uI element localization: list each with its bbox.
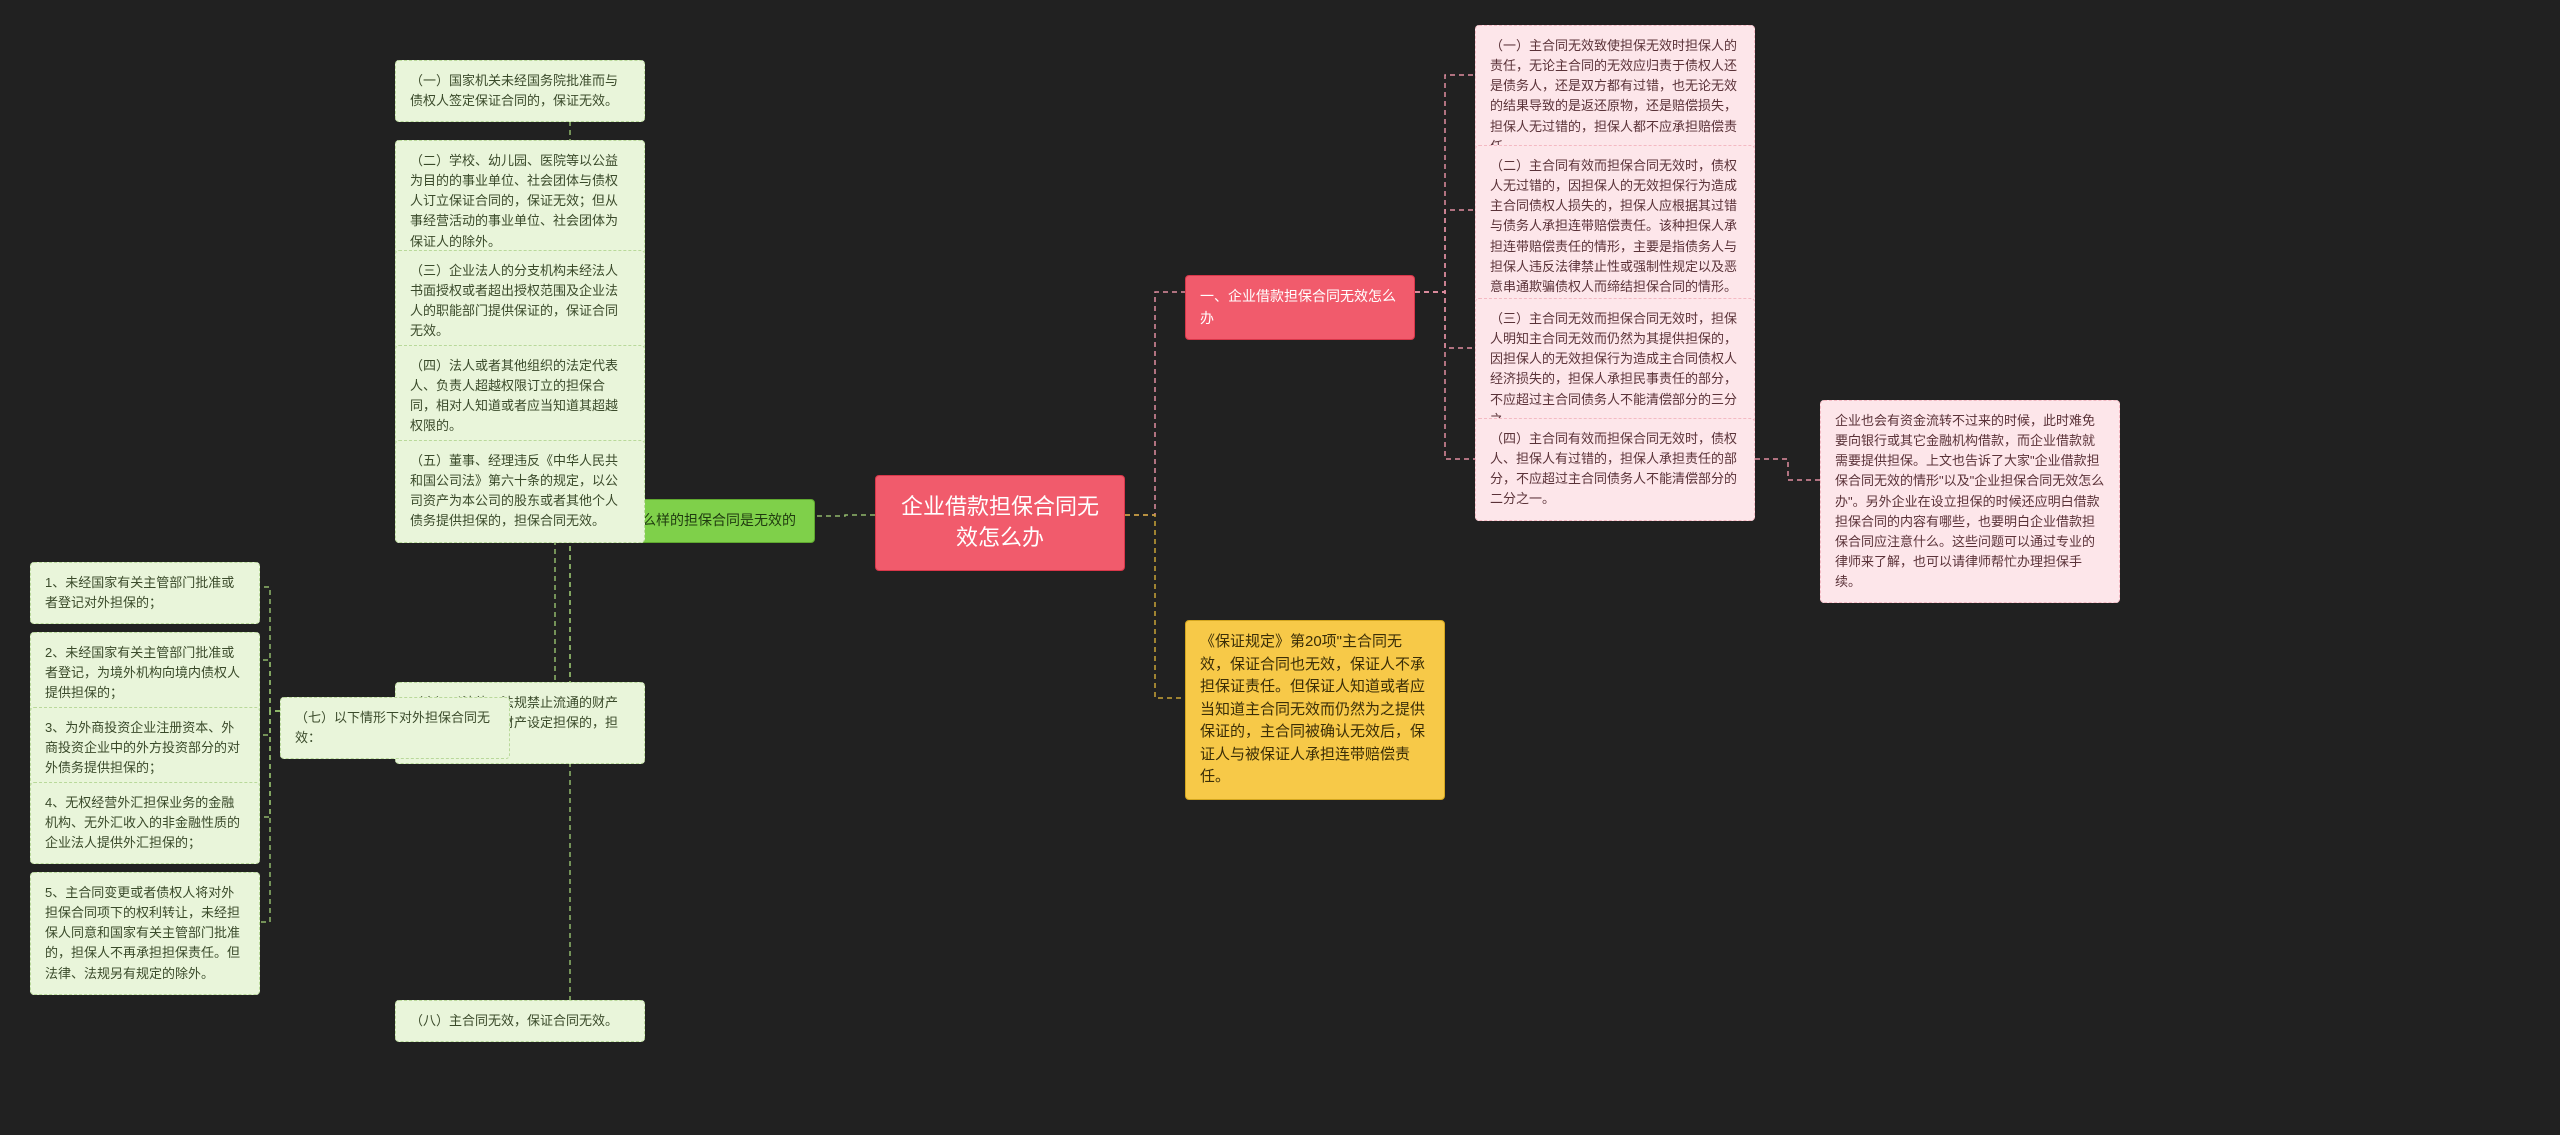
connector-layer [0, 0, 2560, 1135]
leaf-right1-3: （四）主合同有效而担保合同无效时，债权人、担保人有过错的，担保人承担责任的部分，… [1475, 418, 1755, 521]
leaf-left-0: （一）国家机关未经国务院批准而与债权人签定保证合同的，保证无效。 [395, 60, 645, 122]
branch-right-1: 一、企业借款担保合同无效怎么办 [1185, 275, 1415, 340]
leaf-left-3: （四）法人或者其他组织的法定代表人、负责人超越权限订立的担保合同，相对人知道或者… [395, 345, 645, 448]
branch-right-yellow: 《保证规定》第20项"主合同无效，保证合同也无效，保证人不承担保证责任。但保证人… [1185, 620, 1445, 800]
leaf-left-2: （三）企业法人的分支机构未经法人书面授权或者超出授权范围及企业法人的职能部门提供… [395, 250, 645, 353]
subleaf-left-0: 1、未经国家有关主管部门批准或者登记对外担保的； [30, 562, 260, 624]
leaf-left-1: （二）学校、幼儿园、医院等以公益为目的的事业单位、社会团体与债权人订立保证合同的… [395, 140, 645, 263]
leaf-right1-1: （二）主合同有效而担保合同无效时，债权人无过错的，因担保人的无效担保行为造成主合… [1475, 145, 1755, 308]
leaf-left-4: （五）董事、经理违反《中华人民共和国公司法》第六十条的规定，以公司资产为本公司的… [395, 440, 645, 543]
subleaf-left-2: 3、为外商投资企业注册资本、外商投资企业中的外方投资部分的对外债务提供担保的； [30, 707, 260, 789]
leaf-right-extra: 企业也会有资金流转不过来的时候，此时难免要向银行或其它金融机构借款，而企业借款就… [1820, 400, 2120, 603]
subleaf-left-1: 2、未经国家有关主管部门批准或者登记，为境外机构向境内债权人提供担保的； [30, 632, 260, 714]
subleaf-left-3: 4、无权经营外汇担保业务的金融机构、无外汇收入的非金融性质的企业法人提供外汇担保… [30, 782, 260, 864]
center-node: 企业借款担保合同无效怎么办 [875, 475, 1125, 571]
leaf-left-7: （八）主合同无效，保证合同无效。 [395, 1000, 645, 1042]
leaf-left-6: （七）以下情形下对外担保合同无效： [280, 697, 510, 759]
subleaf-left-4: 5、主合同变更或者债权人将对外担保合同项下的权利转让，未经担保人同意和国家有关主… [30, 872, 260, 995]
